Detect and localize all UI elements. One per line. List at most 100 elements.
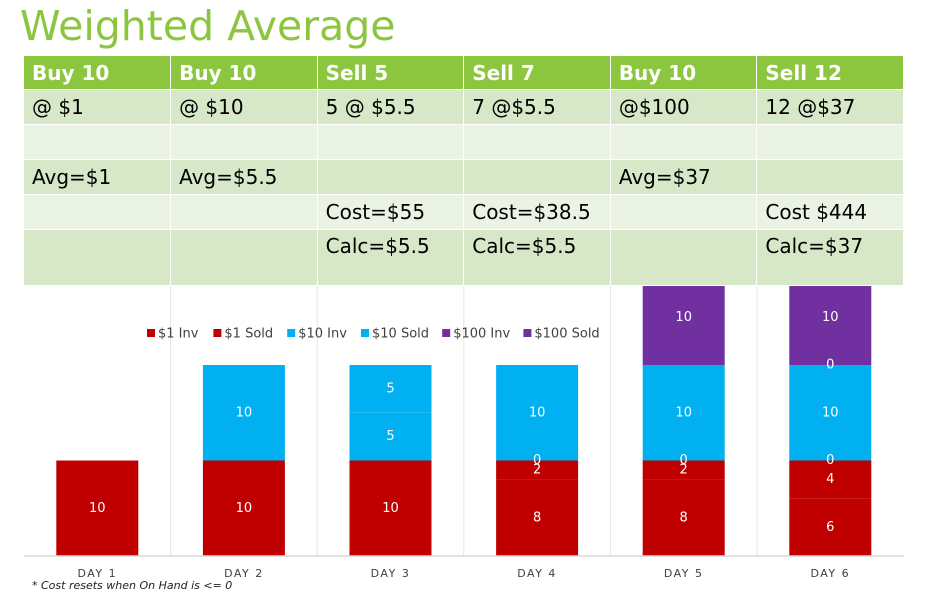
table-cell — [610, 229, 758, 286]
category-label: DAY 4 — [517, 567, 557, 580]
table-cell — [610, 124, 758, 160]
legend-swatch — [361, 329, 369, 337]
table-row: Cost=$55 Cost=$38.5 Cost $444 — [24, 194, 904, 230]
data-label: 2 — [533, 463, 541, 478]
bar-segment — [642, 460, 725, 480]
category-label: DAY 3 — [371, 567, 411, 580]
data-label: 0 — [826, 358, 834, 373]
table-cell — [756, 124, 904, 160]
table-cell: Cost $444 — [756, 194, 904, 230]
bar-segment — [642, 365, 725, 461]
data-label: 2 — [680, 463, 688, 478]
table-cell — [170, 124, 318, 160]
category-label: DAY 6 — [810, 567, 850, 580]
data-label: 5 — [386, 381, 394, 396]
legend-swatch — [213, 329, 222, 337]
table-cell — [317, 159, 465, 195]
table-cell — [170, 194, 318, 230]
table-cell: 12 @$37 — [756, 89, 904, 125]
footnote: * Cost resets when On Hand is <= 0 — [32, 579, 233, 592]
data-label: 10 — [89, 501, 106, 516]
table-cell: @ $10 — [170, 89, 318, 125]
table-cell: Cost=$38.5 — [463, 194, 611, 230]
table-cell: 5 @ $5.5 — [317, 89, 465, 125]
legend-swatch — [147, 329, 155, 337]
bar-segment — [496, 460, 579, 480]
data-label: 10 — [675, 310, 692, 325]
data-label: 5 — [386, 429, 394, 444]
table-cell: Cost=$55 — [317, 194, 465, 230]
category-label: DAY 2 — [224, 567, 264, 580]
table-row: @ $1 @ $10 5 @ $5.5 7 @$5.5 @$100 12 @$37 — [24, 89, 904, 125]
data-label: 10 — [822, 310, 839, 325]
chart-legend: $1 Inv $1 Sold $10 Inv $10 Sold $100 Inv $100… — [147, 327, 600, 342]
table-cell — [170, 229, 318, 286]
table-cell — [610, 194, 758, 230]
table-cell — [24, 229, 172, 286]
category-label: DAY 5 — [664, 567, 704, 580]
bar-segment — [789, 365, 872, 461]
data-label: 10 — [236, 501, 253, 516]
table-row — [24, 124, 904, 160]
data-label: 0 — [680, 453, 688, 468]
data-label: 0 — [533, 453, 541, 468]
header-cell: Sell 7 — [463, 56, 611, 90]
transaction-table: Buy 10 Buy 10 Sell 5 Sell 7 Buy 10 Sell 12 @ $… — [24, 56, 904, 286]
header-cell: Buy 10 — [610, 56, 758, 90]
header-cell: Buy 10 — [170, 56, 318, 90]
data-label: 6 — [826, 520, 834, 535]
data-label: 10 — [822, 405, 839, 420]
bar-segment — [349, 412, 432, 461]
table-cell: Avg=$1 — [24, 159, 172, 195]
table-cell: Avg=$5.5 — [170, 159, 318, 195]
table-cell — [463, 159, 611, 195]
data-label: 4 — [826, 472, 834, 487]
data-label: 8 — [533, 510, 541, 525]
table-cell: Avg=$37 — [610, 159, 758, 195]
bar-segment — [496, 479, 579, 556]
table-cell: Calc=$5.5 — [463, 229, 611, 286]
page-title: Weighted Average — [20, 2, 396, 50]
table-cell — [756, 159, 904, 195]
table-cell — [24, 194, 172, 230]
table-row: Avg=$1 Avg=$5.5 Avg=$37 — [24, 159, 904, 195]
table-cell: 7 @$5.5 — [463, 89, 611, 125]
data-label: 0 — [826, 453, 834, 468]
legend-swatch — [287, 329, 296, 337]
data-label: 10 — [236, 405, 253, 420]
legend-swatch — [523, 329, 532, 337]
table-header-row: Buy 10 Buy 10 Sell 5 Sell 7 Buy 10 Sell 12 — [24, 56, 904, 90]
bar-segment — [202, 460, 285, 556]
category-axis: DAY 1 DAY 2 DAY 3 DAY 4 DAY 5 DAY 6 — [77, 567, 850, 580]
legend-entry: $1 Sold — [224, 327, 273, 342]
table-cell: @$100 — [610, 89, 758, 125]
bar-segment — [789, 460, 872, 499]
legend-entry: $1 Inv — [158, 327, 199, 342]
table-cell: Calc=$37 — [756, 229, 904, 286]
table-cell — [317, 124, 465, 160]
bar-segment — [789, 498, 872, 556]
bar-segment — [202, 365, 285, 461]
legend-entry: $100 Sold — [534, 327, 599, 342]
header-cell: Buy 10 — [24, 56, 172, 90]
legend-entry: $100 Inv — [453, 327, 510, 342]
bar-segment — [642, 479, 725, 556]
header-cell: Sell 5 — [317, 56, 465, 90]
bar-segment — [349, 365, 432, 413]
table-cell: Calc=$5.5 — [317, 229, 465, 286]
legend-entry: $10 Inv — [298, 327, 347, 342]
table-cell — [463, 124, 611, 160]
legend-swatch — [442, 329, 451, 337]
legend-entry: $10 Sold — [372, 327, 429, 342]
bar-segment — [349, 460, 432, 556]
category-label: DAY 1 — [77, 567, 117, 580]
header-cell: Sell 12 — [756, 56, 904, 90]
table-row: Calc=$5.5 Calc=$5.5 Calc=$37 — [24, 229, 904, 286]
bar-segment — [56, 460, 139, 556]
table-cell: @ $1 — [24, 89, 172, 125]
data-label: 10 — [675, 405, 692, 420]
bar-segment — [496, 365, 579, 461]
table-cell — [24, 124, 172, 160]
data-label: 10 — [382, 501, 399, 516]
